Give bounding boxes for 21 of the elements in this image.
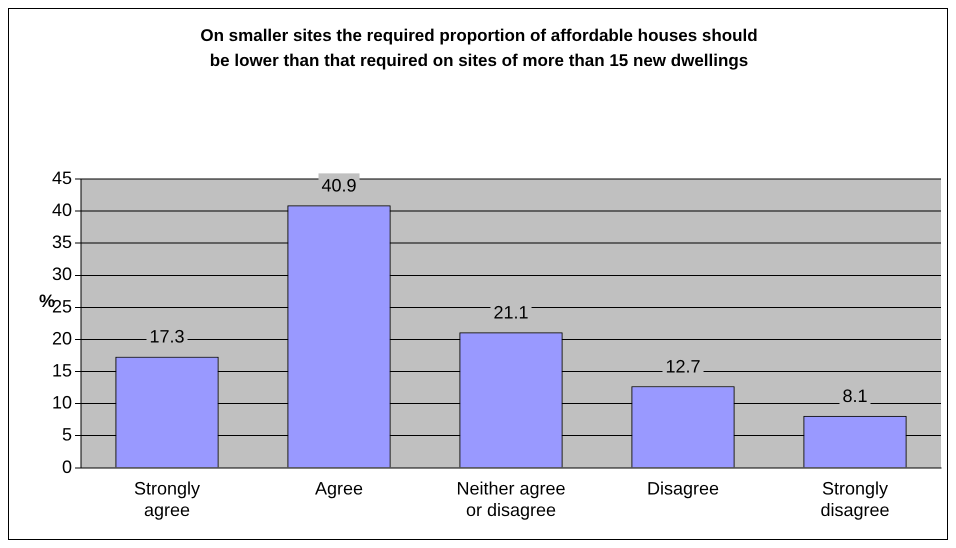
y-tick-label: 35 (52, 232, 72, 252)
data-label: 17.3 (149, 326, 185, 347)
y-tick-label: 40 (52, 200, 72, 220)
x-tick-label: Disagree (646, 478, 720, 499)
data-label: 21.1 (493, 302, 529, 322)
y-tick-label: 15 (52, 360, 72, 380)
x-tick-label: Strongly disagree (820, 478, 890, 520)
y-tick-label: 30 (52, 264, 72, 284)
y-tick-label: 25 (52, 296, 72, 316)
y-tick-label: 5 (62, 424, 72, 445)
data-label: 8.1 (842, 386, 868, 406)
x-tick-label: Strongly agree (134, 478, 200, 520)
y-tick-label: 10 (52, 392, 72, 413)
y-tick-label: 45 (52, 168, 72, 188)
x-tick-label: Agree (314, 478, 364, 499)
y-tick-label: 20 (52, 328, 72, 348)
x-tick-label: Neither agree or disagree (456, 478, 566, 520)
chart-title: On smaller sites the required proportion of affordable houses should be lower than that required on sites of more than 15 new dwellings (199, 25, 759, 72)
data-label: 12.7 (665, 356, 701, 376)
y-tick-label: 0 (62, 456, 72, 477)
data-label: 40.9 (321, 175, 357, 196)
